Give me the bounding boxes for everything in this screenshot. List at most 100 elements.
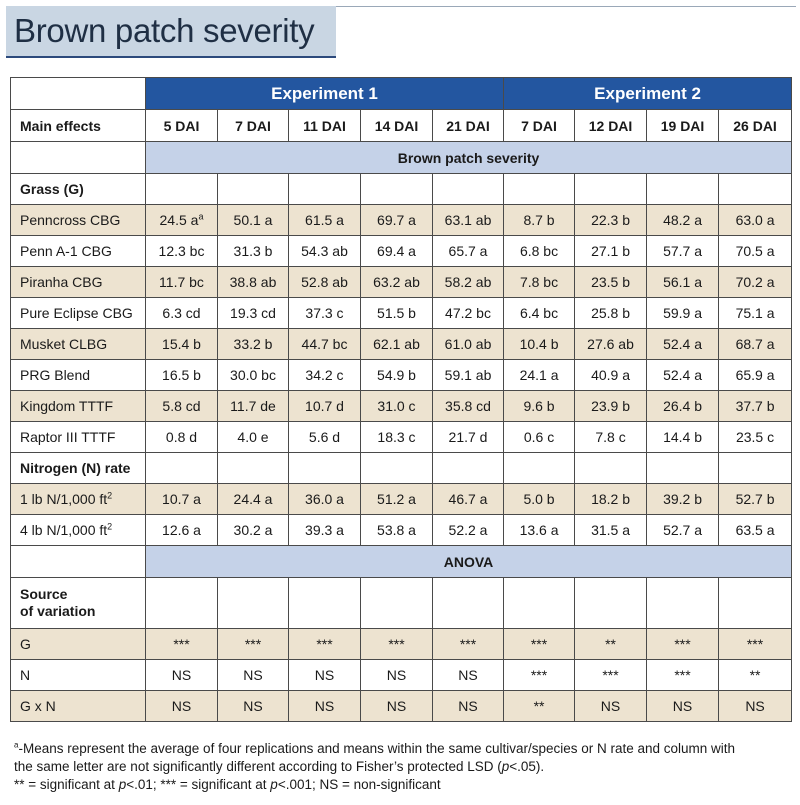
value-cell: 23.5 c bbox=[718, 421, 793, 453]
value-cell: 27.6 ab bbox=[574, 328, 648, 360]
value-cell: 35.8 cd bbox=[431, 390, 505, 422]
table-row: Musket CLBG 15.4 b 33.2 b 44.7 bc 62.1 ab 61.… bbox=[10, 328, 793, 360]
value-text: 24.5 a bbox=[159, 212, 199, 228]
source-line-1: Source bbox=[20, 586, 68, 602]
empty-cell bbox=[431, 452, 505, 484]
value-cell: NS bbox=[574, 690, 648, 722]
value-cell: 11.7 bc bbox=[145, 266, 218, 298]
value-cell: 54.3 ab bbox=[288, 235, 361, 267]
value-cell: 63.1 ab bbox=[431, 204, 505, 236]
value-cell: NS bbox=[646, 690, 720, 722]
value-cell: NS bbox=[431, 659, 505, 691]
source-line-2: of variation bbox=[20, 603, 96, 619]
empty-cell bbox=[503, 577, 576, 629]
value-cell: 47.2 bc bbox=[431, 297, 505, 329]
grass-section-label: Grass (G) bbox=[10, 173, 146, 205]
row-label: G x N bbox=[10, 690, 146, 722]
value-cell: 52.7 a bbox=[646, 514, 720, 546]
value-cell: NS bbox=[431, 690, 505, 722]
value-cell: 7.8 bc bbox=[503, 266, 576, 298]
value-cell: 61.0 ab bbox=[431, 328, 505, 360]
row-label: Pure Eclipse CBG bbox=[10, 297, 146, 329]
value-cell: 63.2 ab bbox=[360, 266, 433, 298]
value-cell: *** bbox=[360, 628, 433, 660]
value-cell: 70.5 a bbox=[718, 235, 793, 267]
table-row: Penn A-1 CBG 12.3 bc 31.3 b 54.3 ab 69.4 a 65… bbox=[10, 235, 793, 267]
column-header-9: 26 DAI bbox=[718, 109, 793, 142]
value-cell: 53.8 a bbox=[360, 514, 433, 546]
value-cell: ** bbox=[574, 628, 648, 660]
column-header-8: 19 DAI bbox=[646, 109, 720, 142]
empty-cell bbox=[646, 577, 720, 629]
footnote-text-3a: ** = significant at bbox=[14, 777, 119, 792]
value-cell: 54.9 b bbox=[360, 359, 433, 391]
value-cell: *** bbox=[431, 628, 505, 660]
value-cell: NS bbox=[288, 690, 361, 722]
empty-cell bbox=[718, 577, 793, 629]
value-cell: 11.7 de bbox=[217, 390, 289, 422]
empty-cell bbox=[360, 452, 433, 484]
value-cell: 23.5 b bbox=[574, 266, 648, 298]
empty-cell bbox=[574, 173, 648, 205]
title-underline bbox=[6, 56, 336, 58]
brown-patch-table: Experiment 1 Experiment 2 Main effects 5… bbox=[10, 77, 793, 722]
value-cell: 68.7 a bbox=[718, 328, 793, 360]
value-cell: 69.7 a bbox=[360, 204, 433, 236]
table-row: 1 lb N/1,000 ft2 10.7 a 24.4 a 36.0 a 51.2 a… bbox=[10, 483, 793, 515]
column-header-5: 21 DAI bbox=[431, 109, 505, 142]
value-cell: 65.7 a bbox=[431, 235, 505, 267]
footnote-ref: a bbox=[198, 211, 204, 222]
value-cell: 75.1 a bbox=[718, 297, 793, 329]
value-cell: 33.2 b bbox=[217, 328, 289, 360]
value-cell: 37.7 b bbox=[718, 390, 793, 422]
anova-band-row: ANOVA bbox=[10, 545, 793, 578]
empty-cell bbox=[503, 173, 576, 205]
empty-cell bbox=[718, 173, 793, 205]
value-cell: 21.7 d bbox=[431, 421, 505, 453]
grass-section-row: Grass (G) bbox=[10, 173, 793, 205]
empty-cell bbox=[646, 452, 720, 484]
empty-cell bbox=[360, 577, 433, 629]
footnote-line-3: ** = significant at p<.01; *** = signifi… bbox=[14, 776, 794, 794]
value-cell: 13.6 a bbox=[503, 514, 576, 546]
empty-cell bbox=[503, 452, 576, 484]
title-box: Brown patch severity bbox=[6, 6, 336, 56]
superscript: 2 bbox=[107, 521, 113, 532]
column-header-3: 11 DAI bbox=[288, 109, 361, 142]
value-cell: 6.8 bc bbox=[503, 235, 576, 267]
value-cell: 44.7 bc bbox=[288, 328, 361, 360]
anova-row: N NS NS NS NS NS *** *** *** ** bbox=[10, 659, 793, 691]
value-cell: 6.3 cd bbox=[145, 297, 218, 329]
row-label: Kingdom TTTF bbox=[10, 390, 146, 422]
footnote-text-2b: <.05). bbox=[509, 759, 545, 774]
value-cell: *** bbox=[646, 628, 720, 660]
footnote-text-3b: <.01; *** = significant at bbox=[126, 777, 271, 792]
row-label: N bbox=[10, 659, 146, 691]
table-row: Piranha CBG 11.7 bc 38.8 ab 52.8 ab 63.2 ab 5… bbox=[10, 266, 793, 298]
value-cell: 12.6 a bbox=[145, 514, 218, 546]
band-blank-cell bbox=[10, 141, 146, 174]
table-row: Kingdom TTTF 5.8 cd 11.7 de 10.7 d 31.0 c 35.… bbox=[10, 390, 793, 422]
empty-cell bbox=[217, 577, 289, 629]
empty-cell bbox=[288, 577, 361, 629]
value-cell: 65.9 a bbox=[718, 359, 793, 391]
empty-cell bbox=[431, 173, 505, 205]
value-cell: 62.1 ab bbox=[360, 328, 433, 360]
value-cell: 50.1 a bbox=[217, 204, 289, 236]
table-row: Penncross CBG 24.5 aa 50.1 a 61.5 a 69.7 a 63… bbox=[10, 204, 793, 236]
value-cell: 30.0 bc bbox=[217, 359, 289, 391]
value-cell: 52.7 b bbox=[718, 483, 793, 515]
row-label: 1 lb N/1,000 ft2 bbox=[10, 483, 146, 515]
value-cell: NS bbox=[145, 690, 218, 722]
value-cell: 10.7 a bbox=[145, 483, 218, 515]
footnote-text-3c: <.001; NS = non-significant bbox=[277, 777, 441, 792]
value-cell: 24.1 a bbox=[503, 359, 576, 391]
value-cell: 59.1 ab bbox=[431, 359, 505, 391]
value-cell: 4.0 e bbox=[217, 421, 289, 453]
value-cell: 18.2 b bbox=[574, 483, 648, 515]
value-cell: NS bbox=[217, 659, 289, 691]
footnote-p-3a: p bbox=[118, 777, 127, 792]
value-cell: 18.3 c bbox=[360, 421, 433, 453]
value-cell: 12.3 bc bbox=[145, 235, 218, 267]
band-blank-cell bbox=[10, 545, 146, 578]
